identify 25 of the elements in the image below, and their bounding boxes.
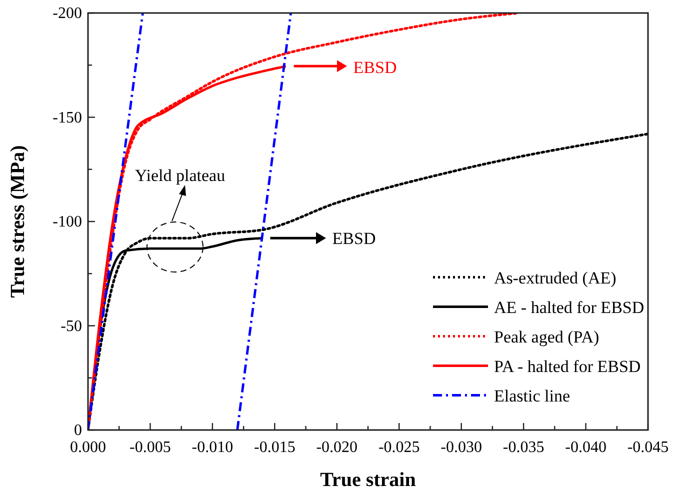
x-tick-label: -0.005 (130, 439, 171, 456)
x-tick-label: -0.030 (440, 439, 482, 456)
legend-label: Elastic line (494, 386, 570, 406)
x-tick-label: -0.020 (316, 439, 358, 456)
annotation: EBSD (353, 58, 397, 77)
x-tick-label: -0.040 (565, 439, 606, 456)
x-tick-label: 0.000 (70, 439, 106, 456)
legend-label: Peak aged (PA) (494, 327, 600, 346)
legend-label: AE - halted for EBSD (494, 298, 644, 317)
x-tick-label: -0.035 (502, 439, 544, 456)
annotation: EBSD (332, 229, 376, 248)
x-tick-label: -0.010 (192, 439, 234, 456)
y-tick-label: -100 (52, 214, 82, 230)
y-tick-label: -200 (52, 5, 82, 22)
x-tick-label: -0.025 (378, 439, 420, 456)
legend-label: As-extruded (AE) (494, 268, 616, 288)
y-tick-label: -50 (60, 318, 82, 335)
x-tick-label: -0.045 (627, 439, 669, 456)
y-axis-title: True stress (MPa) (7, 145, 29, 298)
x-tick-label: -0.015 (254, 439, 296, 456)
annotation: Yield plateau (134, 166, 226, 185)
x-axis-title: True strain (320, 469, 416, 491)
legend-label: PA - halted for EBSD (494, 356, 641, 376)
y-tick-label: 0 (74, 422, 82, 439)
y-tick-label: -150 (52, 109, 82, 126)
